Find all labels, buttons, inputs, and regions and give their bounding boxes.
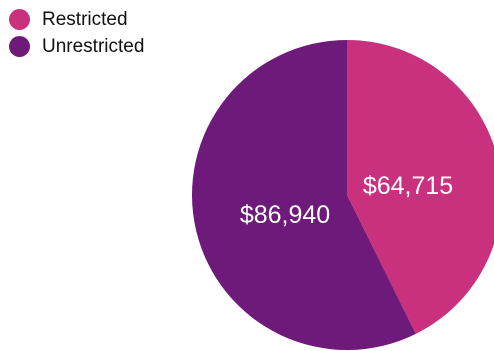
legend-label-restricted: Restricted xyxy=(42,8,128,30)
legend-swatch-restricted xyxy=(9,9,30,30)
legend-item-restricted: Restricted xyxy=(9,6,144,33)
slice-label-restricted: $64,715 xyxy=(363,172,453,200)
pie-slice-restricted xyxy=(347,40,494,334)
legend-item-unrestricted: Unrestricted xyxy=(9,33,144,60)
legend-swatch-unrestricted xyxy=(9,36,30,57)
slice-label-unrestricted: $86,940 xyxy=(240,201,330,229)
legend-label-unrestricted: Unrestricted xyxy=(42,35,145,57)
pie-slice-unrestricted xyxy=(191,40,416,350)
chart-legend: Restricted Unrestricted xyxy=(9,6,144,60)
